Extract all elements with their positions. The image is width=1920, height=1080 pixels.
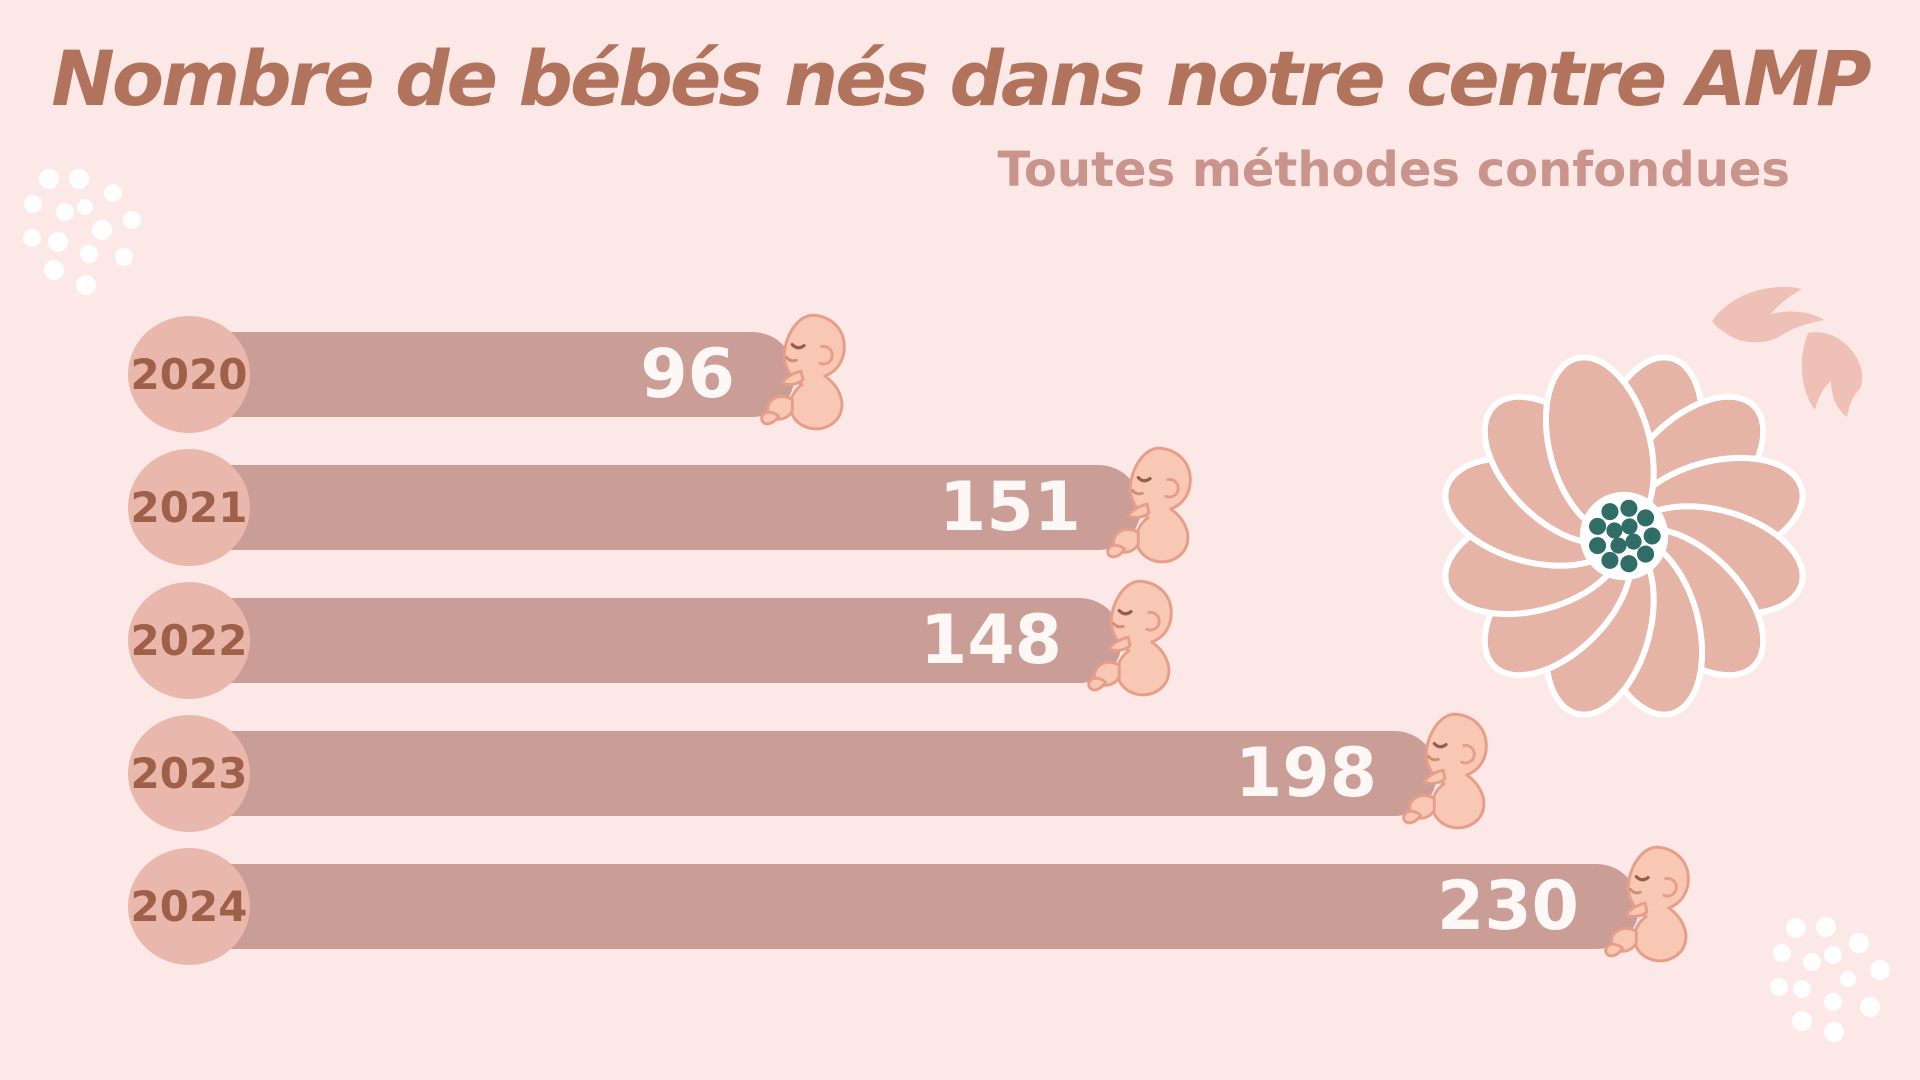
bar-2021: 151: [190, 465, 1141, 550]
dots-decoration-bottomright: [1770, 917, 1890, 1042]
flower-center-dot: [1620, 499, 1638, 517]
fetus-baby-icon: [1399, 709, 1497, 837]
flower-center-dot: [1606, 522, 1623, 539]
flower-center-dots: [1589, 499, 1661, 573]
flower-center-dot: [1637, 545, 1655, 563]
chart-row-2023: 198 2023: [128, 707, 1848, 840]
bar-2024: 230: [190, 864, 1639, 949]
bar-2022: 148: [190, 598, 1122, 683]
chart-row-2021: 151 2021: [128, 441, 1848, 574]
value-label-2022: 148: [920, 601, 1062, 680]
chart-subtitle: Toutes méthodes confondues: [997, 142, 1790, 198]
chart-row-2022: 148 2022: [128, 574, 1848, 707]
flower-center-dot: [1601, 503, 1619, 521]
year-label-2022: 2022: [130, 616, 248, 665]
year-badge-2022: 2022: [128, 582, 250, 699]
flower-center-dot: [1620, 555, 1638, 573]
flower-illustration: [1442, 354, 1806, 718]
flower-center-dot: [1589, 517, 1607, 535]
dots-decoration-topleft: [23, 169, 141, 295]
year-badge-2020: 2020: [128, 316, 250, 433]
year-badge-2024: 2024: [128, 848, 250, 965]
fetus-baby-icon: [1103, 443, 1201, 571]
value-label-2023: 198: [1235, 734, 1377, 813]
flower-center-dot: [1621, 518, 1638, 535]
flower-center-dot: [1601, 551, 1619, 569]
year-label-2023: 2023: [130, 749, 248, 798]
flower-center-dot: [1610, 537, 1627, 554]
flower-center-dot: [1625, 533, 1642, 550]
flower-center-dot: [1589, 537, 1607, 555]
flower-center-dot: [1643, 527, 1661, 545]
fetus-baby-icon: [1084, 576, 1182, 704]
deco-dot-cluster: [23, 169, 141, 295]
flower-center-dot: [1637, 509, 1655, 527]
year-badge-2023: 2023: [128, 715, 250, 832]
fetus-baby-icon: [1601, 842, 1699, 970]
year-label-2024: 2024: [130, 882, 248, 931]
chart-title: Nombre de bébés nés dans notre centre AM…: [51, 34, 1872, 123]
year-badge-2021: 2021: [128, 449, 250, 566]
leaf-shapes: [1712, 286, 1863, 417]
value-label-2021: 151: [939, 468, 1081, 547]
chart-row-2020: 96 2020: [128, 308, 1848, 441]
deco-dot-cluster: [1770, 917, 1890, 1042]
value-label-2020: 96: [640, 335, 735, 414]
bar-2023: 198: [190, 731, 1437, 816]
bar-2020: 96: [190, 332, 795, 417]
flower-petals: [1442, 354, 1806, 718]
fetus-baby-icon: [757, 310, 855, 438]
year-label-2020: 2020: [130, 350, 248, 399]
year-label-2021: 2021: [130, 483, 248, 532]
chart-rows: 96 2020 151 2021 148 2022 198 2023 230 2024: [128, 308, 1848, 978]
leaves-illustration: [1712, 286, 1863, 417]
chart-row-2024: 230 2024: [128, 840, 1848, 973]
value-label-2024: 230: [1437, 867, 1579, 946]
